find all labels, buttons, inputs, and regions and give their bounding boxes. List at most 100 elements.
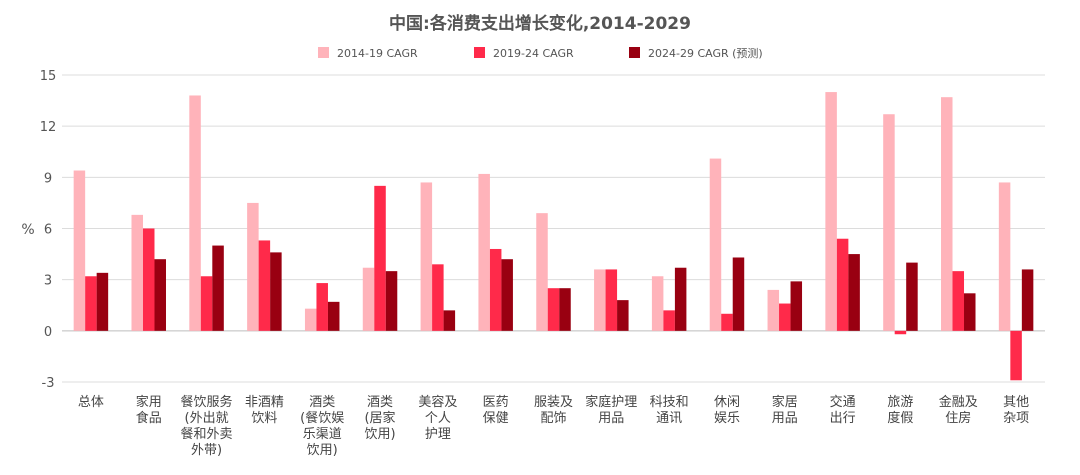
bar (883, 114, 895, 331)
y-tick-label: 0 (44, 325, 52, 340)
legend: 2014-19 CAGR 2019-24 CAGR 2024-29 CAGR (预测… (318, 47, 763, 60)
category-label: 护理 (425, 427, 451, 442)
legend-swatch (318, 47, 329, 58)
bar (779, 303, 791, 331)
chart-title: 中国:各消费支出增长变化,2014-2029 (389, 13, 691, 34)
bar (547, 288, 560, 331)
category-label: 科技和 (650, 395, 689, 410)
bar (617, 300, 629, 331)
gridlines (62, 74, 1045, 383)
category-label: (外出就 (185, 411, 229, 426)
category-label: 家庭护理 (585, 394, 637, 410)
category-label: 个人 (425, 411, 451, 426)
y-tick-label: -3 (42, 376, 55, 391)
category-label: 用品 (772, 411, 798, 426)
bar (732, 257, 745, 331)
bar (142, 228, 155, 331)
category-label: 食品 (136, 410, 162, 426)
bar (212, 245, 224, 331)
bar (327, 301, 340, 331)
category-label: 休闲 (714, 395, 740, 410)
bar (998, 182, 1011, 331)
category-label: 非酒精 (245, 395, 284, 410)
y-tick-label: 3 (44, 274, 52, 289)
category-label: 保健 (483, 411, 509, 426)
bar (362, 267, 375, 331)
bar (709, 158, 722, 331)
bar (432, 264, 444, 331)
category-label: 其他 (1003, 395, 1029, 410)
category-label: 医药 (483, 395, 509, 410)
bar (385, 271, 398, 331)
bar (96, 272, 109, 331)
bar (536, 213, 548, 331)
category-label: 出行 (830, 411, 856, 426)
bar (674, 267, 687, 331)
y-tick-label: 12 (40, 120, 57, 135)
bar (420, 182, 433, 331)
bar (1010, 330, 1022, 381)
bar (316, 283, 328, 331)
bar (501, 259, 513, 331)
category-label: 服装及 (534, 395, 573, 410)
category-label: 配饰 (540, 411, 566, 426)
x-axis-categories: 总体 家用食品餐饮服务(外出就餐和外卖外带)非酒精饮料酒类(餐饮娱乐渠道饮用)酒类… (78, 394, 1029, 458)
category-label: 饮料 (251, 411, 277, 426)
category-label: 总体 (78, 395, 104, 410)
category-label: 酒类 (309, 395, 335, 410)
bar (790, 281, 803, 331)
bar (721, 313, 733, 331)
bar (964, 293, 976, 331)
bar (270, 252, 282, 331)
bar (848, 254, 860, 331)
category-label: 用品 (598, 411, 624, 426)
category-label: 娱乐 (714, 411, 740, 426)
bar (651, 276, 664, 331)
bar (443, 310, 456, 331)
category-label: 家居 (772, 394, 798, 410)
category-label: (居家 (364, 410, 395, 426)
category-label: 酒类 (367, 395, 393, 410)
category-label: 金融及 (939, 394, 978, 410)
category-label: 旅游 (887, 395, 913, 410)
category-label: (餐饮娱 (300, 410, 344, 426)
bar (941, 97, 953, 331)
category-label: 通讯 (656, 411, 682, 426)
category-label: 度假 (887, 410, 913, 426)
bar (73, 170, 86, 331)
bar (131, 214, 143, 331)
bar (825, 92, 837, 331)
category-label: 乐渠道 (303, 427, 342, 442)
legend-label: 2019-24 CAGR (493, 47, 574, 60)
bar (894, 330, 907, 335)
bar (189, 95, 201, 331)
y-tick-label: 15 (40, 69, 57, 84)
bar (489, 248, 502, 331)
bar (154, 259, 166, 331)
legend-swatch (474, 47, 485, 58)
y-axis-ticks: -3 0 3 6 9 12 15 (40, 69, 57, 391)
category-label: 餐饮服务 (181, 394, 233, 410)
bars (73, 92, 1034, 381)
y-tick-label: 6 (44, 223, 52, 238)
bar (594, 269, 606, 331)
bar (836, 238, 849, 331)
bar (374, 185, 386, 331)
bar (304, 308, 317, 331)
category-label: 交通 (830, 394, 856, 410)
category-label: 家用 (136, 394, 162, 410)
bar (247, 202, 259, 331)
category-label: 餐和外卖 (181, 426, 233, 442)
legend-swatch (629, 47, 640, 58)
bar (767, 289, 780, 331)
category-label: 饮用) (307, 443, 338, 458)
category-label: 饮用) (364, 427, 395, 442)
bar (663, 310, 675, 331)
bar (906, 262, 918, 331)
legend-label: 2014-19 CAGR (337, 47, 418, 60)
category-label: 外带) (191, 443, 222, 458)
category-label: 美容及 (418, 394, 457, 410)
y-axis-label: % (21, 222, 34, 238)
bar (478, 173, 490, 331)
